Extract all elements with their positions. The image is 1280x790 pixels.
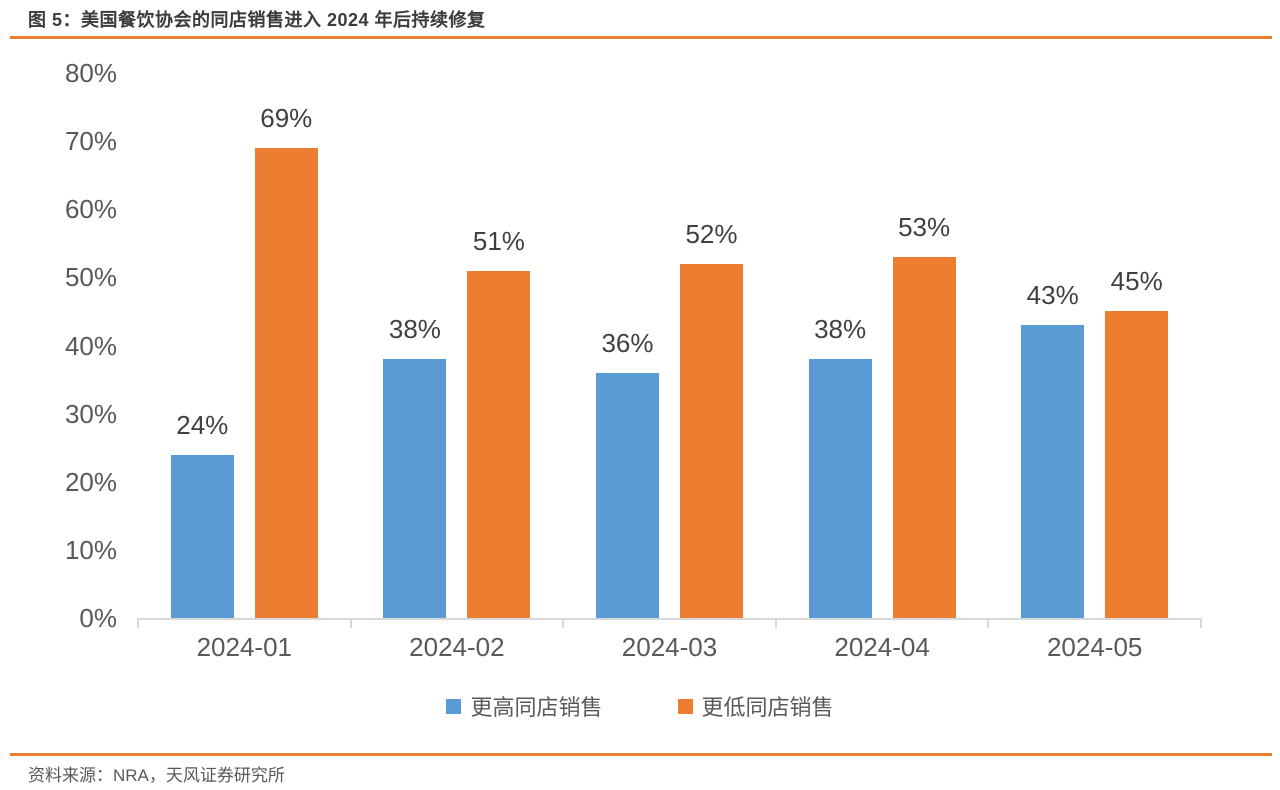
bar-value-label: 38% bbox=[814, 314, 867, 345]
x-axis-label: 2024-05 bbox=[1046, 632, 1143, 662]
bar bbox=[170, 454, 234, 618]
y-axis-label: 70% bbox=[64, 126, 117, 157]
bar-value-label: 45% bbox=[1110, 266, 1163, 297]
x-axis-tick bbox=[1200, 618, 1202, 628]
x-axis-tick bbox=[137, 618, 139, 628]
bar bbox=[680, 263, 743, 618]
y-axis-label: 60% bbox=[64, 194, 117, 225]
bar-value-label: 51% bbox=[472, 225, 525, 256]
source-note: 资料来源：NRA，天风证券研究所 bbox=[28, 766, 285, 785]
legend-swatch bbox=[446, 698, 462, 714]
figure-title: 图 5：美国餐饮协会的同店销售进入 2024 年后持续修复 bbox=[28, 10, 486, 30]
bar bbox=[254, 147, 318, 618]
x-axis-tick bbox=[350, 618, 352, 628]
bar bbox=[808, 359, 872, 618]
title-rule-divider bbox=[10, 36, 1272, 39]
legend-label: 更低同店销售 bbox=[701, 695, 834, 720]
y-axis-label: 50% bbox=[64, 262, 117, 293]
bar bbox=[467, 270, 531, 618]
bar-chart: 0% 10% 20% 30% 40% 50% 60% 70% 80% 24% 69% 2024-01 3… bbox=[64, 58, 1202, 662]
x-axis-tick bbox=[987, 618, 989, 628]
bar bbox=[596, 372, 659, 618]
bar-value-label: 52% bbox=[685, 218, 738, 249]
bar bbox=[1021, 325, 1085, 618]
bar-value-label: 36% bbox=[601, 327, 654, 358]
legend-item: 更低同店销售 bbox=[677, 690, 834, 722]
x-axis-line bbox=[138, 618, 1201, 620]
legend-label: 更高同店销售 bbox=[470, 695, 603, 720]
y-axis-label: 30% bbox=[64, 398, 117, 429]
bar bbox=[892, 256, 956, 618]
x-axis-label: 2024-02 bbox=[409, 632, 505, 662]
chart-legend: 更高同店销售 更低同店销售 bbox=[0, 690, 1280, 722]
x-axis-label: 2024-04 bbox=[834, 632, 930, 662]
x-axis-label: 2024-01 bbox=[196, 632, 292, 662]
x-axis-label: 2024-03 bbox=[621, 632, 718, 662]
bar bbox=[1105, 311, 1169, 618]
x-axis-tick bbox=[775, 618, 777, 628]
legend-item: 更高同店销售 bbox=[446, 690, 603, 722]
bar-value-label: 24% bbox=[176, 409, 229, 440]
y-axis-label: 20% bbox=[64, 466, 117, 497]
y-axis-label: 10% bbox=[64, 534, 117, 565]
y-axis-label: 40% bbox=[64, 330, 117, 361]
bar-value-label: 38% bbox=[388, 314, 441, 345]
bar-value-label: 43% bbox=[1026, 280, 1079, 311]
bar-value-label: 69% bbox=[260, 102, 313, 133]
footer-rule-divider bbox=[10, 753, 1272, 756]
y-axis-label: 80% bbox=[64, 58, 117, 88]
y-axis-label: 0% bbox=[79, 603, 117, 633]
x-axis-tick bbox=[562, 618, 564, 628]
bar bbox=[383, 359, 447, 618]
legend-swatch bbox=[677, 698, 693, 714]
bar-value-label: 53% bbox=[898, 211, 951, 242]
